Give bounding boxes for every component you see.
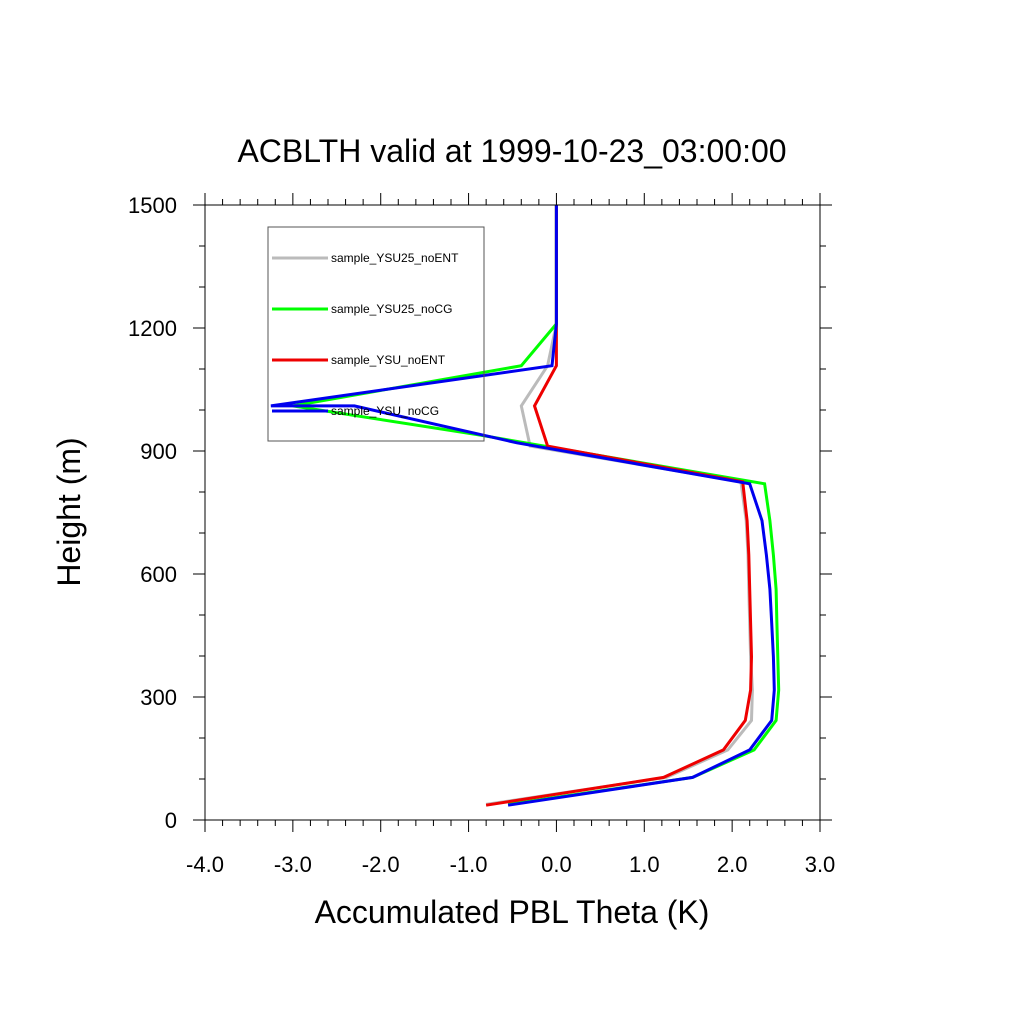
series-line-sample-ysu25-nocg	[292, 205, 781, 806]
legend-box	[267, 226, 485, 442]
y-tick-label: 900	[140, 439, 177, 464]
plot-frame	[204, 204, 821, 821]
x-tick-label: 1.0	[629, 852, 660, 877]
x-tick-label: -2.0	[362, 852, 400, 877]
y-tick-label: 600	[140, 562, 177, 587]
x-tick-label: -4.0	[186, 852, 224, 877]
series-layer	[270, 205, 781, 807]
x-tick-label: -3.0	[274, 852, 312, 877]
legend-label: sample_YSU_noENT	[331, 353, 446, 367]
y-tick-label: 0	[165, 808, 177, 833]
x-tick-label: -1.0	[450, 852, 488, 877]
tick-labels-layer: -4.0 -3.0 -2.0 -1.0 0.0 1.0 2.0 3.0 0 300 600 900 12…	[128, 193, 835, 877]
x-tick-label: 3.0	[805, 852, 836, 877]
ticks-layer	[193, 193, 832, 832]
legend-label: sample_YSU25_noCG	[331, 302, 452, 316]
x-tick-label: 0.0	[541, 852, 572, 877]
series-line-sample-ysu25-noent	[485, 205, 754, 806]
chart-title: ACBLTH valid at 1999-10-23_03:00:00	[237, 133, 786, 169]
legend-label: sample_YSU_noCG	[331, 404, 439, 418]
y-tick-label: 1200	[128, 316, 177, 341]
series-line-sample-ysu-noent	[485, 205, 754, 807]
y-axis-label: Height (m)	[51, 437, 87, 586]
x-tick-label: 2.0	[717, 852, 748, 877]
y-tick-label: 1500	[128, 193, 177, 218]
legend: sample_YSU25_noENT sample_YSU25_noCGsampl…	[267, 226, 485, 442]
series-line-sample-ysu-nocg	[270, 205, 776, 807]
y-tick-label: 300	[140, 685, 177, 710]
x-axis-label: Accumulated PBL Theta (K)	[315, 894, 710, 930]
legend-label: sample_YSU25_noENT	[331, 251, 459, 265]
